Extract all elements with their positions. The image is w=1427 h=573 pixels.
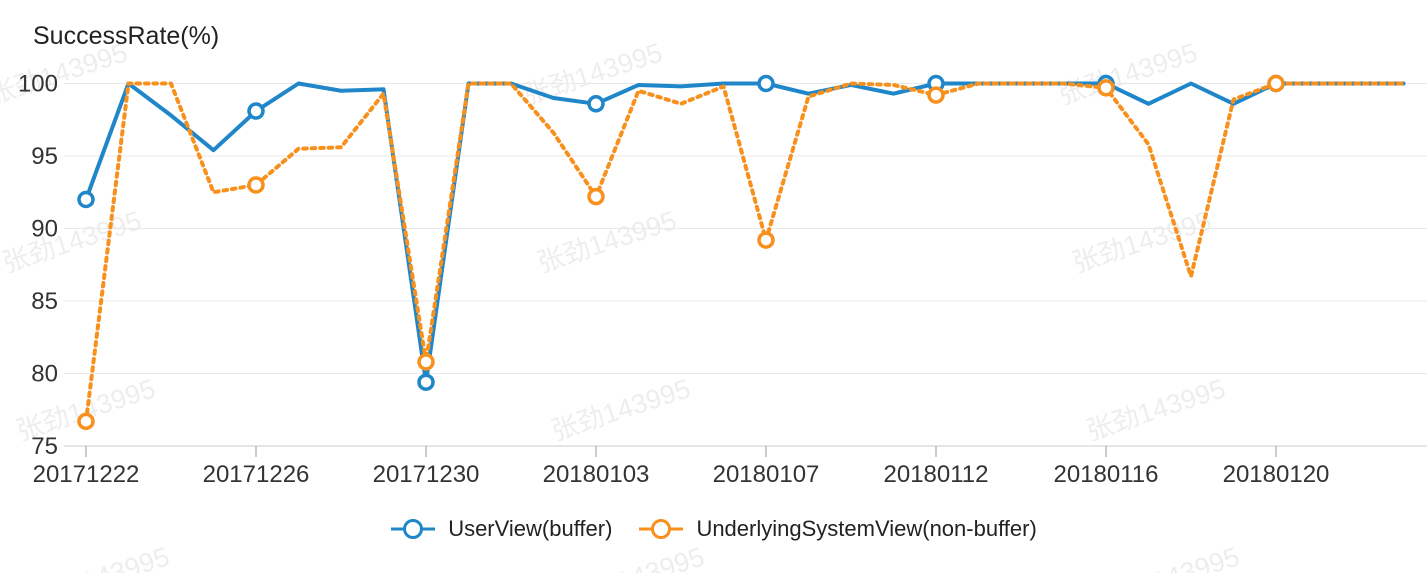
line-marker-icon <box>639 519 684 539</box>
data-point-marker[interactable] <box>417 353 435 371</box>
line-marker-icon <box>391 519 436 539</box>
y-tick-label: 100 <box>18 71 58 98</box>
legend-item-underlyingsystemview[interactable]: UnderlyingSystemView(non-buffer) <box>638 516 1037 542</box>
x-tick-label: 20180112 <box>884 461 989 488</box>
legend-circle <box>403 519 424 539</box>
data-point-marker[interactable] <box>247 102 265 120</box>
data-point-marker[interactable] <box>587 95 605 113</box>
x-tick-label: 20180116 <box>1054 461 1159 488</box>
legend-item-userview[interactable]: UserView(buffer) <box>390 516 612 542</box>
x-tick-label: 20180120 <box>1223 461 1330 488</box>
y-tick-label: 85 <box>31 288 58 315</box>
data-point-marker[interactable] <box>927 86 945 104</box>
data-point-marker[interactable] <box>77 190 95 209</box>
data-point-marker[interactable] <box>757 231 775 249</box>
line-plot[interactable]: 75 80 85 90 95 100 20171222 20171226 20171230 201… <box>0 0 1427 510</box>
x-tick-label: 20171222 <box>33 461 140 488</box>
y-tick-label: 95 <box>31 143 58 170</box>
series-line-userview[interactable] <box>84 81 1406 385</box>
data-point-marker[interactable] <box>77 412 95 431</box>
data-point-marker[interactable] <box>1097 79 1115 97</box>
data-point-marker[interactable] <box>247 176 265 194</box>
x-tick-label: 20180107 <box>713 461 820 488</box>
y-tick-label: 80 <box>31 361 58 388</box>
legend-circle <box>651 519 672 539</box>
legend-label-userview: UserView(buffer) <box>448 516 613 541</box>
data-point-marker[interactable] <box>417 373 435 391</box>
data-point-marker[interactable] <box>587 187 605 206</box>
y-tick-label: 75 <box>31 433 58 460</box>
x-tick-label: 20171226 <box>203 461 310 488</box>
y-tick-label: 90 <box>31 216 58 243</box>
data-point-marker[interactable] <box>757 74 775 93</box>
legend-label-underlyingsystemview: UnderlyingSystemView(non-buffer) <box>696 516 1037 541</box>
legend: UserView(buffer) UnderlyingSystemView(no… <box>0 516 1427 542</box>
series-line-underlyingsystemview[interactable] <box>84 81 1406 424</box>
data-point-marker[interactable] <box>1267 74 1285 93</box>
x-tick-label: 20171230 <box>373 461 480 488</box>
x-tick-label: 20180103 <box>543 461 650 488</box>
y-axis-title: SuccessRate(%) <box>33 22 220 50</box>
